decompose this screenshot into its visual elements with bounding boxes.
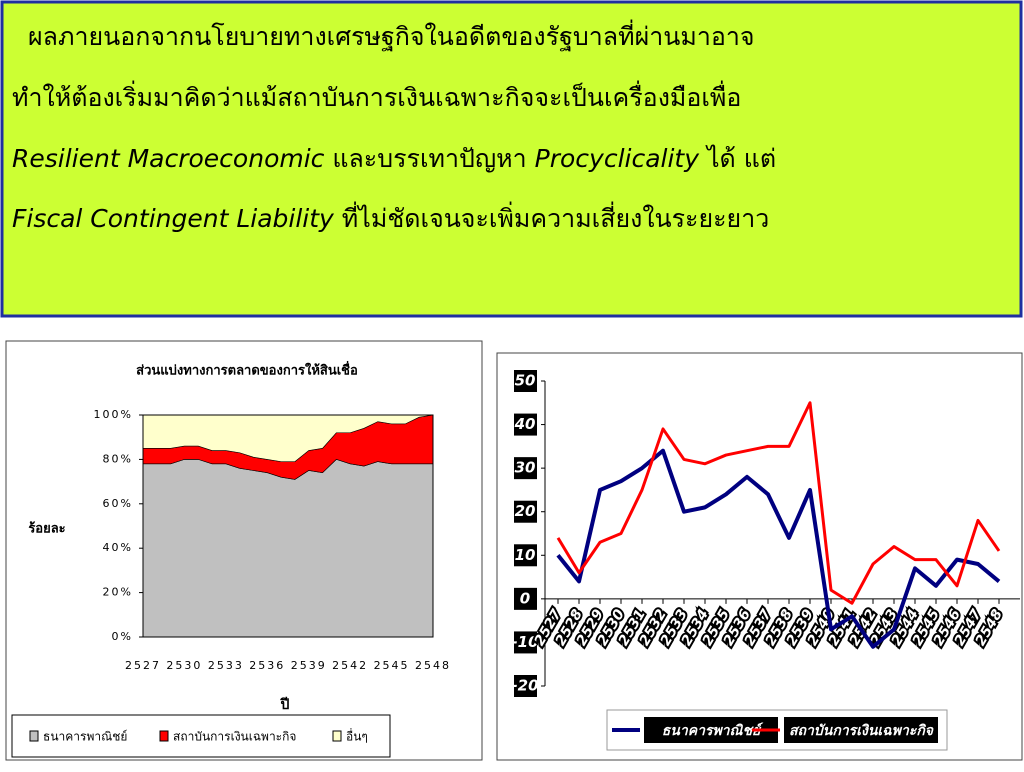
y-tick-label: -10 <box>511 633 538 651</box>
legend-swatch <box>29 730 39 742</box>
x-tick-label: 2536 <box>249 659 285 672</box>
chart-frame <box>496 352 1023 761</box>
legend-swatch <box>332 730 342 742</box>
legend <box>11 714 391 758</box>
legend-box <box>784 717 938 743</box>
text-segment: ทำให้ต้องเริ่มมาคิดว่าแม้สถาบันการเงินเฉ… <box>12 80 741 112</box>
y-tick-label: 30 <box>515 459 536 477</box>
text-line: ทำให้ต้องเริ่มมาคิดว่าแม้สถาบันการเงินเฉ… <box>12 80 741 112</box>
line <box>556 448 1001 649</box>
y-tick-box <box>514 413 537 436</box>
legend-label: สถาบันการเงินเฉพาะกิจ <box>173 730 296 744</box>
text-line: Resilient Macroeconomic และบรรเทาปัญหา P… <box>12 144 776 173</box>
y-tick-label: 20 <box>515 502 536 520</box>
y-tick-box <box>514 500 537 523</box>
text-lines: ผลภายนอกจากนโยบายทางเศรษฐกิจในอดีตของรัฐ… <box>12 19 776 233</box>
text-segment: และบรรเทาปัญหา <box>324 144 534 173</box>
x-axis-label: ปี <box>279 697 289 713</box>
y-tick-box <box>514 457 537 480</box>
y-tick-label: 60% <box>103 497 133 510</box>
y-tick-label: 100% <box>94 408 133 421</box>
y-tick-label: 0% <box>112 630 133 643</box>
x-tick-label: 2533 <box>208 659 244 672</box>
y-tick-box <box>514 675 537 697</box>
area <box>142 459 434 638</box>
legend-label: ธนาคารพาณิชย์ <box>662 722 765 739</box>
text-segment: Fiscal Contingent Liability <box>12 204 335 233</box>
legend-label: อื่นๆ <box>346 728 368 744</box>
y-tick-label: 10 <box>515 546 536 564</box>
x-tick-label: 2542 <box>332 659 368 672</box>
text-segment: Resilient Macroeconomic <box>12 144 325 173</box>
y-tick-label: 40% <box>103 541 133 554</box>
text-line: Fiscal Contingent Liability ที่ไม่ชัดเจน… <box>12 201 769 233</box>
x-tick-label: 2530 <box>166 659 202 672</box>
x-tick-label: 2548 <box>415 659 451 672</box>
y-tick-box <box>514 544 537 567</box>
y-tick-label: 20% <box>103 586 133 599</box>
line <box>556 401 1001 605</box>
y-tick-label: 40 <box>514 415 536 433</box>
legend-label: สถาบันการเงินเฉพาะกิจ <box>789 723 934 739</box>
plot-border <box>142 414 434 638</box>
legend-swatch <box>159 730 169 742</box>
text-segment: Procyclicality <box>535 144 701 173</box>
x-tick-label: 2539 <box>291 659 327 672</box>
text-segment: ได้ แต่ <box>699 144 776 173</box>
text-segment: ผลภายนอกจากนโยบายทางเศรษฐกิจในอดีตของรัฐ… <box>28 19 755 51</box>
text-box <box>0 0 1023 318</box>
chart-title: ส่วนแบ่งทางการตลาดของการให้สินเชื่อ <box>136 361 358 379</box>
legend-label: ธนาคารพาณิชย์ <box>43 730 127 744</box>
y-tick-label: -20 <box>511 677 538 695</box>
y-tick-box <box>514 631 537 654</box>
y-tick-label: 0 <box>520 589 530 607</box>
text-segment: ที่ไม่ชัดเจนจะเพิ่มความเสี่ยงในระยะยาว <box>334 201 769 233</box>
x-tick-label: 2545 <box>374 659 410 672</box>
y-tick-box <box>514 370 537 392</box>
x-tick-label: 2527 <box>125 659 161 672</box>
y-tick-label: 80% <box>103 452 133 465</box>
y-axis-label: ร้อยละ <box>28 521 65 537</box>
text-line: ผลภายนอกจากนโยบายทางเศรษฐกิจในอดีตของรัฐ… <box>28 19 755 51</box>
y-tick-label: 50 <box>515 372 536 390</box>
y-tick-box <box>514 587 537 610</box>
